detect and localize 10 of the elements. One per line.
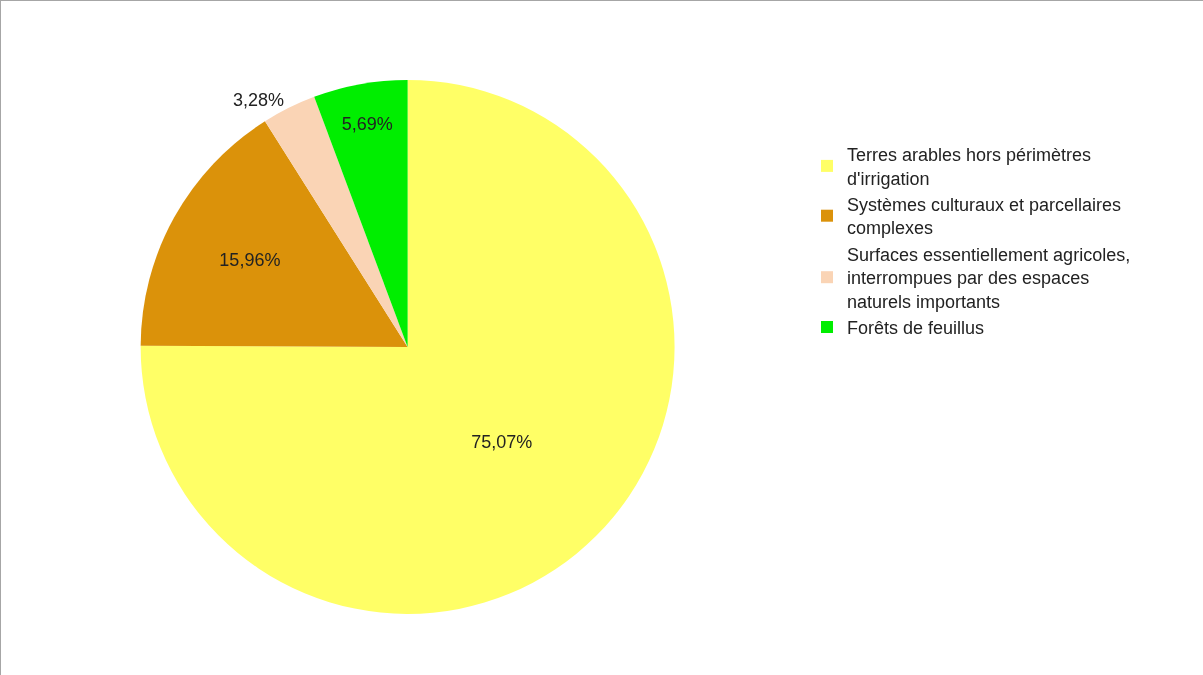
legend-label: Systèmes culturaux et parcellaires complexes bbox=[847, 195, 1122, 239]
data-label: 5,69% bbox=[341, 113, 393, 134]
data-label: 75,07% bbox=[471, 431, 533, 452]
legend-label: Forêts de feuillus bbox=[847, 318, 985, 339]
legend-label: Terres arables hors périmètres d'irrigation bbox=[847, 145, 1092, 189]
data-label: 15,96% bbox=[219, 249, 281, 270]
legend-label: Surfaces essentiellement agricoles, interrompues par des espaces naturels importants bbox=[847, 244, 1131, 312]
data-label: 3,28% bbox=[232, 89, 284, 110]
pie-slice bbox=[314, 79, 408, 347]
pie-slice bbox=[140, 79, 675, 614]
